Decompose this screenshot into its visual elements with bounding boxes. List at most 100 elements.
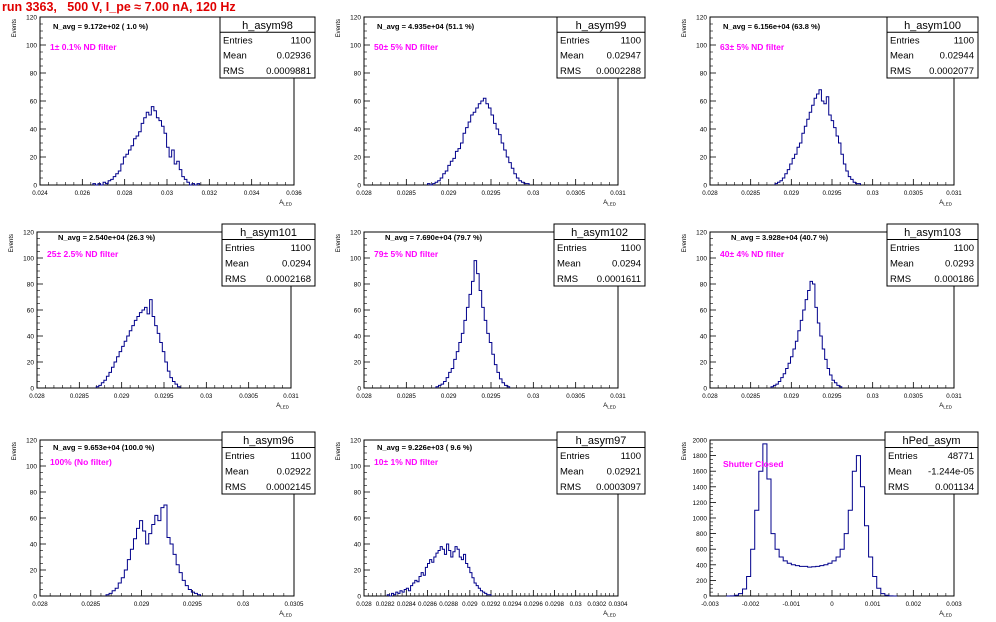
stats-box: h_asym100 Entries 1100 Mean 0.02944 RMS 0.0002… <box>886 16 979 79</box>
x-tick-label: -0.003 <box>701 601 719 608</box>
y-tick-label: 400 <box>696 562 707 569</box>
stats-label: Entries <box>557 243 587 254</box>
x-tick-label: 0.0304 <box>609 601 628 608</box>
stats-value: 1100 <box>291 35 311 46</box>
stats-value: 48771 <box>948 451 974 462</box>
run-title: run 3363, 500 V, I_pe ≈ 7.00 nA, 120 Hz <box>2 0 236 14</box>
y-tick-label: 40 <box>354 542 362 549</box>
x-tick-label: 0.029 <box>784 190 800 197</box>
x-tick-label: 0.034 <box>244 190 260 197</box>
y-tick-label: 100 <box>350 256 361 263</box>
y-tick-label: 20 <box>354 155 362 162</box>
y-tick-label: 40 <box>354 127 362 134</box>
stats-label: Mean <box>890 258 914 269</box>
x-tick-label: 0.0282 <box>376 601 395 608</box>
stats-box: h_asym99 Entries 1100 Mean 0.02947 RMS 0.00022… <box>556 16 646 79</box>
y-axis-label: Events <box>12 19 18 37</box>
x-axis-label: ALED <box>939 403 953 410</box>
histogram-series <box>105 504 202 596</box>
x-tick-label: 0.0288 <box>439 601 458 608</box>
stats-box-title: h_asym98 <box>242 20 293 32</box>
stats-value: -1.244e-05 <box>928 466 974 477</box>
x-axis-label: ALED <box>939 200 953 207</box>
y-tick-label: 200 <box>696 578 707 585</box>
y-tick-label: 40 <box>354 334 362 341</box>
x-tick-label: 0.0295 <box>482 393 501 400</box>
stats-box-frame <box>221 223 316 287</box>
histogram-series <box>386 543 492 597</box>
stats-box-title: h_asym97 <box>576 435 627 447</box>
stats-label: Mean <box>560 466 584 477</box>
navg-annotation: N_avg = 7.690e+04 (79.7 %) <box>385 233 483 242</box>
x-tick-label: 0.0305 <box>239 393 258 400</box>
y-tick-label: 100 <box>350 464 361 471</box>
x-tick-label: 0.028 <box>356 601 372 608</box>
x-tick-label: 0.028 <box>702 190 718 197</box>
stats-label: Mean <box>560 51 584 62</box>
stats-value: 1100 <box>621 35 641 46</box>
filter-annotation: 63± 5% ND filter <box>720 42 785 52</box>
stats-label: RMS <box>560 482 581 493</box>
stats-label: Mean <box>888 466 912 477</box>
y-tick-label: 40 <box>700 127 708 134</box>
stats-value: 0.02947 <box>607 51 641 62</box>
x-tick-label: 0.028 <box>29 393 45 400</box>
y-tick-label: 20 <box>354 360 362 367</box>
histogram-series <box>726 443 898 597</box>
x-tick-label: 0.0305 <box>566 190 585 197</box>
stats-value: 0.0002145 <box>266 482 311 493</box>
x-tick-label: 0.03 <box>200 393 213 400</box>
histogram-panel-h_asym99: 0 20 40 60 80 100 120 0.028 0.0285 0.029 0.0295 0.0… <box>336 15 646 207</box>
x-tick-label: 0.031 <box>946 393 962 400</box>
y-tick-label: 80 <box>700 282 708 289</box>
stats-value: 1100 <box>954 35 974 46</box>
x-tick-label: 0.0302 <box>587 601 606 608</box>
stats-label: Entries <box>560 35 590 46</box>
x-tick-label: 0.029 <box>114 393 130 400</box>
stats-label: Entries <box>890 243 920 254</box>
y-tick-label: 1800 <box>693 453 708 460</box>
histogram-series <box>435 260 511 388</box>
stats-box-frame <box>219 16 316 79</box>
x-axis-label: ALED <box>279 200 293 207</box>
stats-label: RMS <box>888 482 909 493</box>
stats-value: 0.0003097 <box>596 482 641 493</box>
y-tick-label: 1400 <box>693 484 708 491</box>
x-tick-label: 0.03 <box>161 190 174 197</box>
stats-label: RMS <box>890 274 911 285</box>
y-tick-label: 60 <box>30 99 38 106</box>
y-tick-label: 0 <box>703 183 707 190</box>
x-tick-label: 0.0295 <box>155 393 174 400</box>
histogram-panel-h_asym102: 0 20 40 60 80 100 120 0.028 0.0285 0.029 0.0295 0.0… <box>336 223 646 410</box>
histogram-panel-hPed_asym: 0 200 400 600 800 1000 1200 1400 1600 1800 2000 -0.… <box>682 431 979 618</box>
x-tick-label: 0.0285 <box>741 393 760 400</box>
y-tick-label: 60 <box>27 308 35 315</box>
stats-value: 0.02944 <box>940 51 974 62</box>
x-tick-label: 0.029 <box>134 601 150 608</box>
stats-box: h_asym97 Entries 1100 Mean 0.02921 RMS 0.00030… <box>556 431 646 495</box>
stats-label: Entries <box>888 451 918 462</box>
y-tick-label: 100 <box>26 43 37 50</box>
filter-annotation: 50± 5% ND filter <box>374 42 439 52</box>
stats-box-frame <box>221 431 316 495</box>
x-tick-label: 0.028 <box>356 393 372 400</box>
stats-box-frame <box>884 431 979 495</box>
x-tick-label: 0.029 <box>462 601 478 608</box>
stats-label: Entries <box>890 35 920 46</box>
y-tick-label: 100 <box>350 43 361 50</box>
y-tick-label: 60 <box>700 99 708 106</box>
stats-box-frame <box>553 223 646 287</box>
stats-box: h_asym101 Entries 1100 Mean 0.0294 RMS 0.00021… <box>221 223 316 287</box>
stats-box-frame <box>556 431 646 495</box>
stats-box-title: hPed_asym <box>902 435 960 447</box>
x-tick-label: 0.0305 <box>904 190 923 197</box>
stats-value: 0.0001611 <box>597 274 641 285</box>
stats-value: 0.0293 <box>945 258 974 269</box>
y-tick-label: 120 <box>350 230 361 237</box>
y-tick-label: 20 <box>27 360 35 367</box>
navg-annotation: N_avg = 2.540e+04 (26.3 %) <box>58 233 156 242</box>
x-tick-label: 0.0286 <box>418 601 437 608</box>
y-axis-label: Events <box>682 442 688 460</box>
y-tick-label: 60 <box>354 99 362 106</box>
stats-box-frame <box>886 223 979 287</box>
